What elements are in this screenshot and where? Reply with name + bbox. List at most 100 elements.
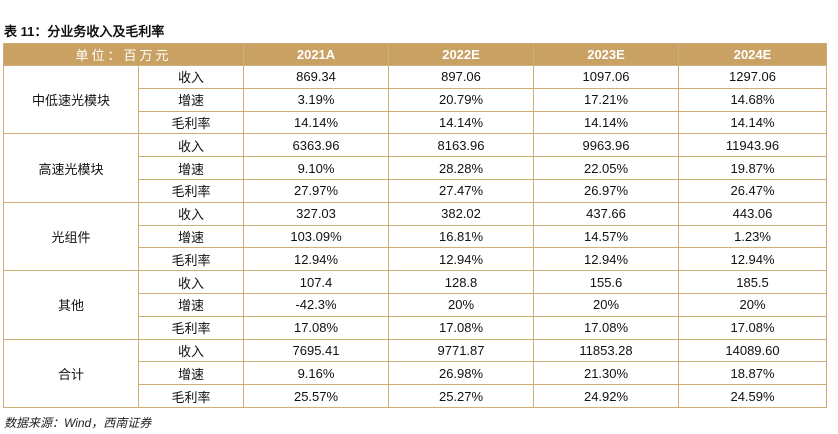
value-cell: 155.6 <box>533 270 680 294</box>
table-row: 中低速光模块 收入 869.34 897.06 1097.06 1297.06 <box>3 64 828 135</box>
metric-label: 毛利率 <box>137 110 245 135</box>
metric-label: 增速 <box>137 224 245 249</box>
value-cell: 26.47% <box>678 178 828 203</box>
table-row: 毛利率 17.08% 17.08% 17.08% 17.08% <box>4 315 828 340</box>
value-cell: 437.66 <box>533 201 680 226</box>
value-cell: 14.14% <box>243 110 390 135</box>
value-cell: 17.21% <box>533 87 680 112</box>
table-row: 增速 9.10% 28.28% 22.05% 19.87% <box>4 156 828 180</box>
value-cell: 869.34 <box>243 65 390 89</box>
table-row: 其他 收入 107.4 128.8 155.6 185.5 <box>3 270 828 340</box>
data-table: 单位：百万元 2021A 2022E 2023E 2024E 中低速光模块 收入 869.3… <box>2 43 828 408</box>
value-cell: 443.06 <box>678 201 828 226</box>
source-note: 数据来源：Wind，西南证券 <box>4 416 152 430</box>
value-cell: 103.09% <box>243 224 390 249</box>
value-cell: 14089.60 <box>678 338 828 363</box>
value-cell: 185.5 <box>678 270 828 294</box>
value-cell: 25.27% <box>388 384 535 408</box>
value-cell: 17.08% <box>388 315 535 340</box>
value-cell: 17.08% <box>243 315 390 340</box>
value-cell: 19.87% <box>678 156 828 180</box>
table-body: 中低速光模块 收入 869.34 897.06 1097.06 1297.06 增速 3.19… <box>3 64 828 408</box>
value-cell: 9771.87 <box>388 338 535 363</box>
value-cell: 21.30% <box>533 361 680 386</box>
year-header: 2021A <box>243 43 390 66</box>
year-header: 2024E <box>678 43 828 66</box>
group-label: 合计 <box>3 338 139 408</box>
table-row: 增速 103.09% 16.81% 14.57% 1.23% <box>4 224 828 249</box>
value-cell: 12.94% <box>243 247 390 272</box>
value-cell: 25.57% <box>243 384 390 408</box>
value-cell: 9963.96 <box>533 133 680 158</box>
year-header: 2022E <box>388 43 535 66</box>
value-cell: 9.10% <box>243 156 390 180</box>
value-cell: 22.05% <box>533 156 680 180</box>
value-cell: 3.19% <box>243 87 390 112</box>
value-cell: 7695.41 <box>243 338 390 363</box>
metric-label: 收入 <box>137 270 245 294</box>
value-cell: 26.97% <box>533 178 680 203</box>
value-cell: 1297.06 <box>678 65 828 89</box>
value-cell: 27.97% <box>243 178 390 203</box>
table-row: 毛利率 27.97% 27.47% 26.97% 26.47% <box>4 178 828 203</box>
value-cell: 128.8 <box>388 270 535 294</box>
value-cell: 14.14% <box>533 110 680 135</box>
value-cell: 14.14% <box>388 110 535 135</box>
metric-label: 收入 <box>137 133 245 158</box>
table-row: 毛利率 25.57% 25.27% 24.92% 24.59% <box>4 384 828 408</box>
group-label: 其他 <box>3 270 139 340</box>
value-cell: 20% <box>678 292 828 317</box>
metric-label: 收入 <box>137 338 245 363</box>
value-cell: 17.08% <box>533 315 680 340</box>
year-header: 2023E <box>533 43 680 66</box>
metric-label: 毛利率 <box>137 384 245 408</box>
value-cell: 16.81% <box>388 224 535 249</box>
unit-header: 单位：百万元 <box>2 43 245 66</box>
group-label: 中低速光模块 <box>3 64 139 135</box>
metric-label: 收入 <box>137 65 245 89</box>
value-cell: 12.94% <box>678 247 828 272</box>
value-cell: 14.57% <box>533 224 680 249</box>
table-title: 表 11：分业务收入及毛利率 <box>4 24 165 39</box>
value-cell: 18.87% <box>678 361 828 386</box>
table-row: 光组件 收入 327.03 382.02 437.66 443.06 <box>3 201 828 272</box>
group-label: 高速光模块 <box>3 133 139 203</box>
value-cell: 26.98% <box>388 361 535 386</box>
value-cell: 28.28% <box>388 156 535 180</box>
value-cell: 12.94% <box>388 247 535 272</box>
metric-label: 增速 <box>137 87 245 112</box>
table-row: 增速 3.19% 20.79% 17.21% 14.68% <box>4 87 828 112</box>
value-cell: 1.23% <box>678 224 828 249</box>
value-cell: 9.16% <box>243 361 390 386</box>
value-cell: 14.68% <box>678 87 828 112</box>
metric-label: 收入 <box>137 201 245 226</box>
metric-label: 增速 <box>137 156 245 180</box>
value-cell: -42.3% <box>243 292 390 317</box>
value-cell: 17.08% <box>678 315 828 340</box>
value-cell: 382.02 <box>388 201 535 226</box>
value-cell: 20.79% <box>388 87 535 112</box>
header-row: 单位：百万元 2021A 2022E 2023E 2024E <box>2 43 828 66</box>
value-cell: 897.06 <box>388 65 535 89</box>
value-cell: 6363.96 <box>243 133 390 158</box>
metric-label: 增速 <box>137 292 245 317</box>
value-cell: 107.4 <box>243 270 390 294</box>
value-cell: 20% <box>533 292 680 317</box>
metric-label: 毛利率 <box>137 178 245 203</box>
value-cell: 24.92% <box>533 384 680 408</box>
table-row: 高速光模块 收入 6363.96 8163.96 9963.96 11943.96 <box>3 133 828 203</box>
value-cell: 8163.96 <box>388 133 535 158</box>
value-cell: 11943.96 <box>678 133 828 158</box>
metric-label: 增速 <box>137 361 245 386</box>
table-row: 合计 收入 7695.41 9771.87 11853.28 14089.60 <box>3 338 828 408</box>
group-label: 光组件 <box>3 201 139 272</box>
value-cell: 27.47% <box>388 178 535 203</box>
value-cell: 11853.28 <box>533 338 680 363</box>
value-cell: 14.14% <box>678 110 828 135</box>
metric-label: 毛利率 <box>137 247 245 272</box>
value-cell: 12.94% <box>533 247 680 272</box>
value-cell: 24.59% <box>678 384 828 408</box>
value-cell: 20% <box>388 292 535 317</box>
metric-label: 毛利率 <box>137 315 245 340</box>
